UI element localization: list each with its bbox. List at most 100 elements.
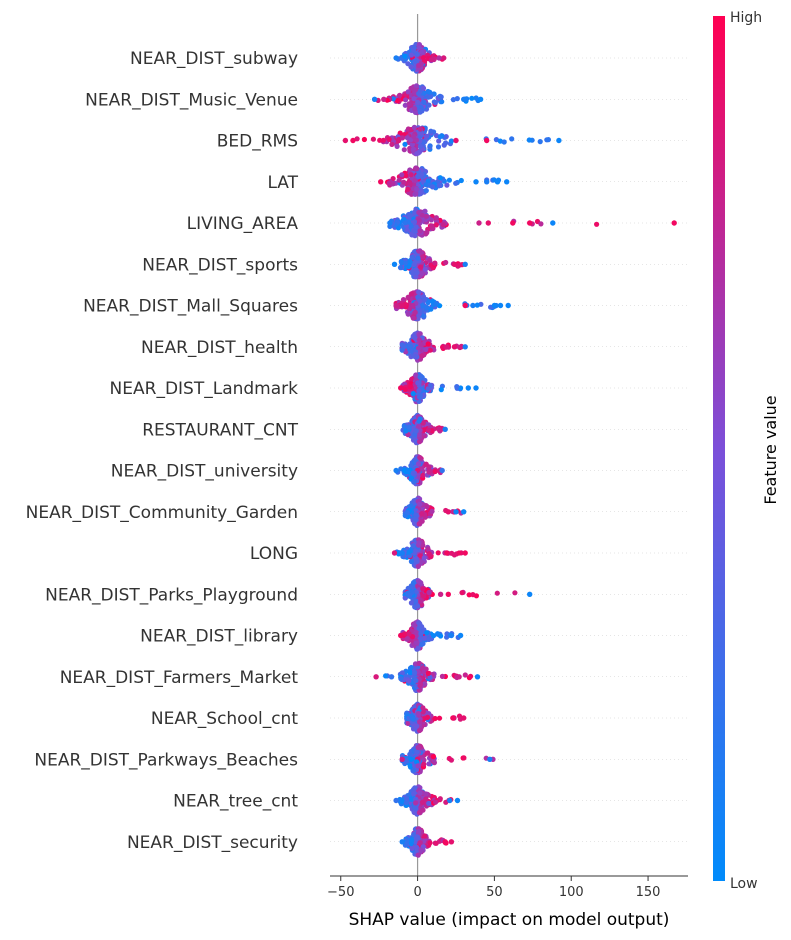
shap-point <box>420 586 426 592</box>
shap-outlier-point <box>448 632 455 639</box>
shap-point <box>436 715 443 721</box>
shap-outlier-point <box>399 756 405 762</box>
shap-point <box>402 220 408 226</box>
shap-point <box>408 600 414 606</box>
feature-label: NEAR_DIST_Mall_Squares <box>83 297 298 317</box>
shap-point <box>416 418 422 424</box>
shap-point <box>405 186 411 192</box>
shap-point <box>423 347 429 353</box>
feature-label: NEAR_tree_cnt <box>173 792 298 812</box>
shap-point <box>420 709 426 715</box>
shap-point <box>440 222 446 228</box>
x-tick-label: −50 <box>327 885 354 900</box>
shap-point <box>429 184 436 190</box>
shap-outlier-point <box>387 220 393 226</box>
shap-point <box>404 635 410 641</box>
shap-point <box>412 309 418 315</box>
shap-point <box>414 270 420 276</box>
shap-point <box>416 810 423 816</box>
shap-point <box>433 301 439 307</box>
shap-outlier-point <box>451 261 458 267</box>
shap-point <box>421 99 427 105</box>
shap-point <box>411 124 417 130</box>
shap-point <box>594 221 600 227</box>
feature-row <box>398 619 464 652</box>
shap-point <box>416 289 422 295</box>
shap-point <box>409 232 415 238</box>
shap-point <box>411 478 417 484</box>
shap-point <box>405 311 411 317</box>
shap-outlier-point <box>445 509 451 515</box>
shap-point <box>417 228 423 234</box>
shap-point <box>423 461 429 467</box>
shap-point <box>361 136 367 143</box>
shap-point <box>425 546 431 552</box>
feature-label: RESTAURANT_CNT <box>142 420 298 440</box>
shap-point <box>413 800 419 806</box>
shap-point <box>405 294 411 300</box>
shap-point <box>418 264 424 270</box>
shap-point <box>370 136 376 142</box>
shap-outlier-point <box>441 55 447 61</box>
shap-point <box>414 151 420 157</box>
shap-point <box>399 303 405 309</box>
shap-outlier-point <box>462 344 468 350</box>
shap-point <box>432 100 438 106</box>
shap-point <box>419 172 425 178</box>
shap-point <box>407 763 413 769</box>
shap-point <box>446 755 452 762</box>
shap-point <box>419 510 425 517</box>
shap-outlier-point <box>505 302 511 309</box>
shap-point <box>417 501 423 507</box>
shap-point <box>413 372 419 378</box>
shap-point <box>469 95 475 101</box>
shap-point <box>416 461 422 467</box>
shap-outlier-point <box>491 302 498 309</box>
shap-point <box>436 138 442 144</box>
shap-point <box>538 221 544 227</box>
shap-outlier-point <box>484 179 490 185</box>
feature-label: LONG <box>250 544 298 564</box>
shap-outlier-point <box>671 220 677 226</box>
shap-point <box>413 512 419 518</box>
shap-point <box>408 291 414 297</box>
shap-point <box>416 439 423 445</box>
shap-outlier-point <box>398 385 404 391</box>
shap-point <box>416 337 422 343</box>
shap-point <box>415 99 421 105</box>
shap-point <box>417 840 423 846</box>
shap-point <box>414 749 420 755</box>
shap-point <box>418 342 424 348</box>
shap-outlier-point <box>373 674 379 680</box>
shap-point <box>443 799 449 805</box>
shap-point <box>446 177 452 183</box>
shap-point <box>432 260 438 266</box>
shap-outlier-point <box>462 261 468 267</box>
shap-point <box>426 800 432 806</box>
shap-outlier-point <box>393 797 399 804</box>
shap-point <box>417 298 423 304</box>
shap-point <box>458 177 464 184</box>
shap-point <box>402 595 408 601</box>
shap-point <box>412 669 418 676</box>
shap-point <box>433 222 439 228</box>
shap-point <box>417 392 423 398</box>
shap-point <box>432 468 438 475</box>
shap-point <box>435 144 442 150</box>
shap-point <box>419 799 425 805</box>
shap-point <box>408 503 414 509</box>
shap-outlier-point <box>477 96 484 103</box>
shap-point <box>412 228 418 234</box>
shap-point <box>406 101 412 107</box>
shap-point <box>425 178 431 184</box>
shap-point <box>416 91 422 97</box>
shap-point <box>430 754 437 760</box>
shap-point <box>435 631 441 637</box>
shap-outlier-point <box>391 261 398 267</box>
shap-point <box>425 341 431 347</box>
shap-point <box>414 723 420 729</box>
feature-row <box>399 826 455 858</box>
shap-point <box>401 147 407 153</box>
x-tick-label: 150 <box>636 885 661 900</box>
